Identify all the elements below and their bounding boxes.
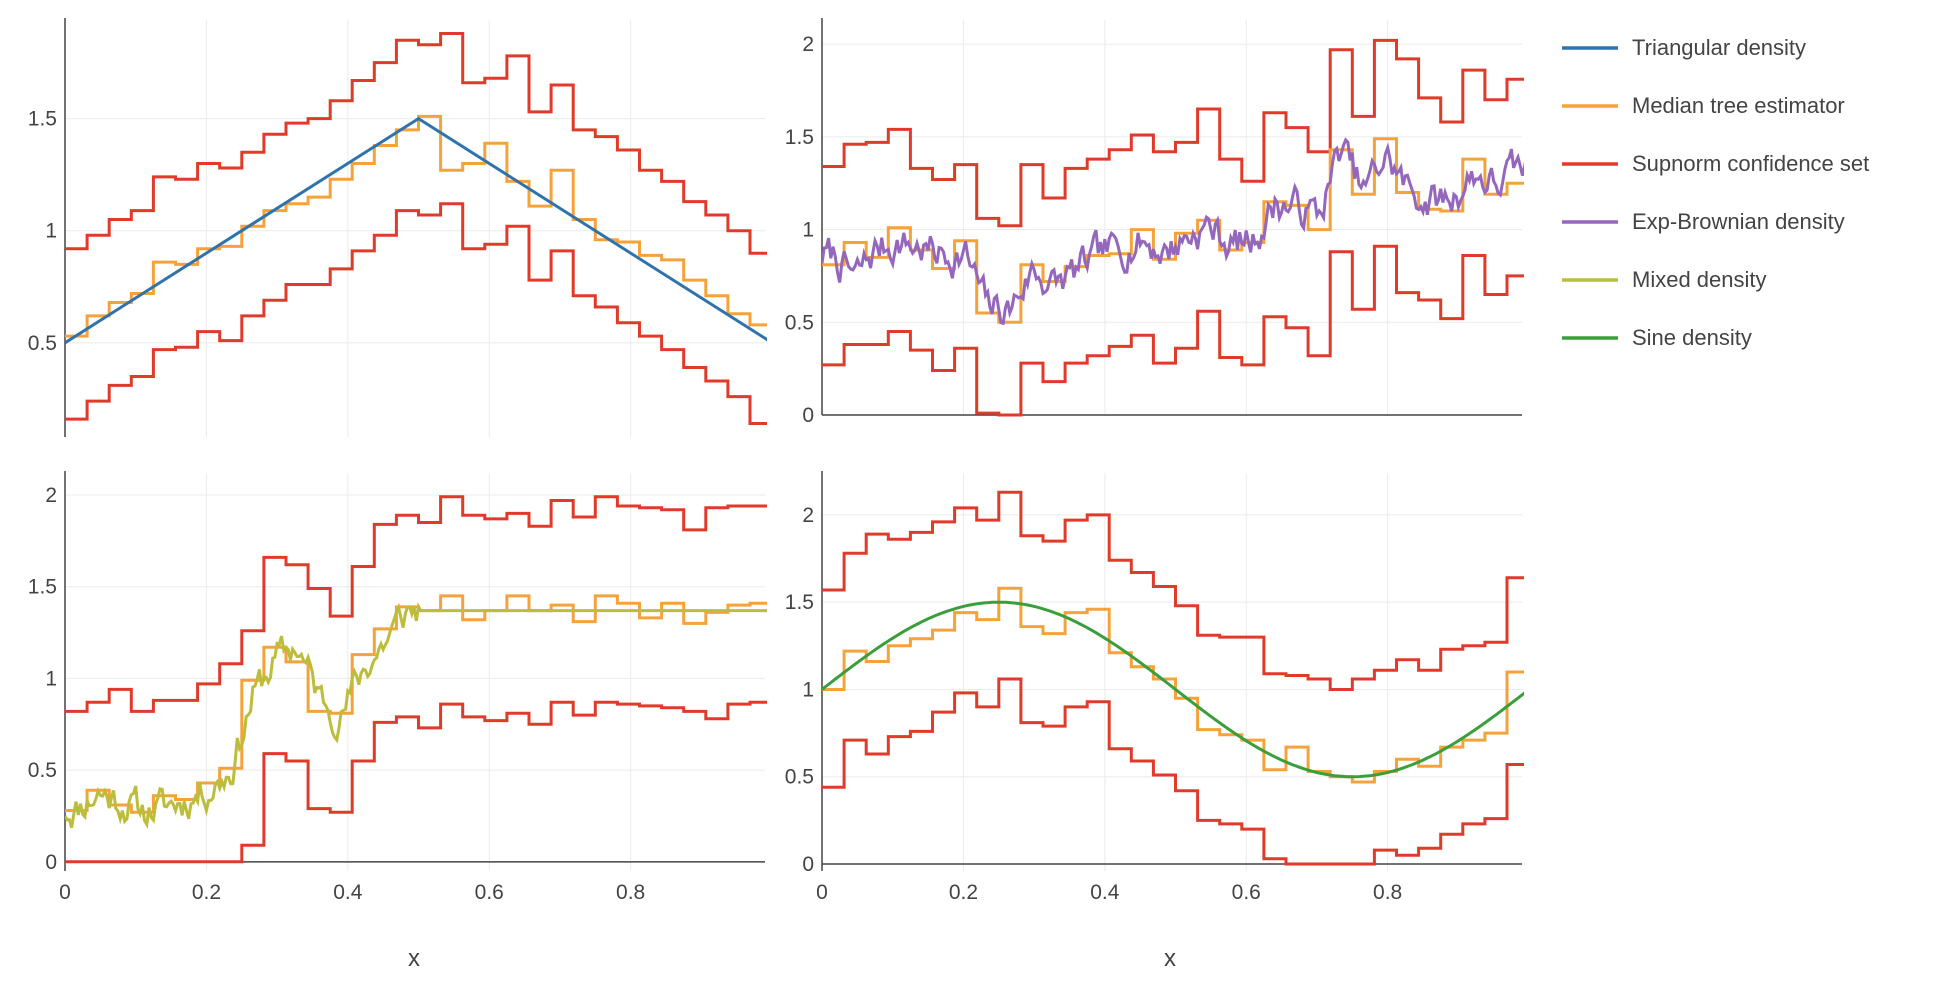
y-tick-label: 0.5 xyxy=(785,311,814,334)
y-tick-label: 0.5 xyxy=(28,332,57,355)
legend-label: Median tree estimator xyxy=(1632,93,1845,118)
y-tick-label: 1.5 xyxy=(28,108,57,131)
series-exp-brownian-density xyxy=(822,137,1524,326)
y-tick-label: 0.5 xyxy=(785,766,814,789)
series-sine-density xyxy=(822,600,1524,779)
y-tick-label: 2 xyxy=(802,504,814,527)
x-tick-label: 0 xyxy=(59,881,71,904)
x-tick-label: 0.4 xyxy=(1090,881,1120,904)
y-tick-label: 0 xyxy=(802,853,814,876)
series-median-tree-estimator xyxy=(822,137,1524,324)
legend-label: Triangular density xyxy=(1632,35,1806,60)
subplot-sine: 0 0.5 1 1.5 2 0 0.2 0.4 0.6 0.8 xyxy=(785,471,1524,904)
x-axis-title-bottom-right: x xyxy=(1164,945,1176,972)
series-supnorm-lower xyxy=(65,700,767,864)
x-tick-label: 0.6 xyxy=(475,881,504,904)
series-supnorm-upper xyxy=(822,490,1524,691)
y-tick-label: 2 xyxy=(45,484,57,507)
legend[interactable]: Triangular density Median tree estimator S… xyxy=(1562,35,1869,350)
legend-label: Supnorm confidence set xyxy=(1632,151,1869,176)
series-supnorm-lower xyxy=(65,202,767,425)
legend-label: Sine density xyxy=(1632,325,1752,350)
subplot-exp-brownian: 0 0.5 1 1.5 2 xyxy=(785,18,1524,427)
y-tick-label: 1 xyxy=(802,678,814,701)
x-tick-label: 0 xyxy=(816,881,828,904)
y-tick-label: 1 xyxy=(45,667,57,690)
x-tick-label: 0.2 xyxy=(949,881,978,904)
subplot-mixed: 0 0.5 1 1.5 2 0 0.2 0.4 0.6 0.8 xyxy=(28,471,767,904)
x-tick-label: 0.4 xyxy=(333,881,363,904)
x-tick-label: 0.8 xyxy=(1373,881,1402,904)
x-tick-label: 0.8 xyxy=(616,881,645,904)
y-tick-label: 0 xyxy=(802,404,814,427)
y-tick-label: 1 xyxy=(45,220,57,243)
y-tick-label: 1.5 xyxy=(785,591,814,614)
series-supnorm-upper xyxy=(65,32,767,255)
legend-label: Mixed density xyxy=(1632,267,1767,292)
series-supnorm-upper xyxy=(822,38,1524,228)
y-tick-label: 0 xyxy=(45,851,57,874)
legend-label: Exp-Brownian density xyxy=(1632,209,1845,234)
y-tick-label: 0.5 xyxy=(28,759,57,782)
x-axis-title-bottom-left: x xyxy=(408,945,420,972)
legend-item[interactable]: Median tree estimator xyxy=(1562,93,1845,118)
x-tick-label: 0.6 xyxy=(1232,881,1261,904)
y-tick-label: 1.5 xyxy=(785,126,814,149)
legend-item[interactable]: Sine density xyxy=(1562,325,1752,350)
y-tick-label: 1 xyxy=(802,219,814,242)
series-median-tree-estimator xyxy=(65,594,767,814)
series-supnorm-upper xyxy=(65,495,767,713)
x-tick-label: 0.2 xyxy=(192,881,221,904)
series-median-tree-estimator xyxy=(65,114,767,338)
series-supnorm-lower xyxy=(822,677,1524,866)
y-tick-label: 1.5 xyxy=(28,576,57,599)
series-mixed-density xyxy=(65,602,767,829)
y-tick-label: 2 xyxy=(802,33,814,56)
legend-item[interactable]: Supnorm confidence set xyxy=(1562,151,1869,176)
legend-item[interactable]: Triangular density xyxy=(1562,35,1806,60)
legend-item[interactable]: Mixed density xyxy=(1562,267,1767,292)
series-supnorm-lower xyxy=(822,244,1524,417)
legend-item[interactable]: Exp-Brownian density xyxy=(1562,209,1845,234)
series-triangular-density xyxy=(65,116,767,345)
subplot-triangular: 0.5 1 1.5 xyxy=(28,18,767,437)
